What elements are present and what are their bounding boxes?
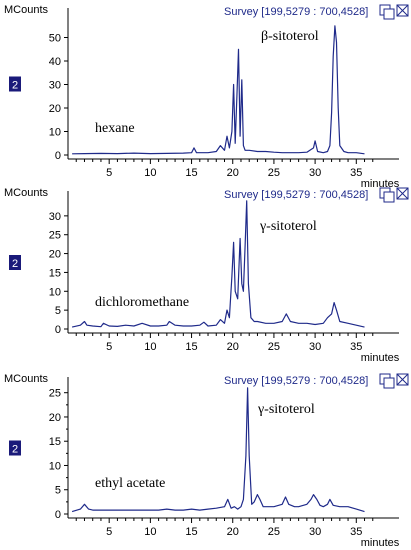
chromatogram-trace — [71, 200, 365, 328]
x-tick-label: 25 — [268, 167, 280, 179]
y-tick-label: 0 — [55, 509, 61, 521]
x-axis-label: minutes — [361, 352, 400, 364]
chromatogram-panel-ethyl-acetate: MCounts Survey [199,5279 : 700,4528] 2 0 5 10… — [0, 367, 411, 550]
y-tick-label: 30 — [49, 80, 61, 92]
x-tick-label: 15 — [185, 167, 197, 179]
x-tick-label: 25 — [268, 341, 280, 353]
peak-annotation: β-sitoterol — [261, 29, 319, 44]
channel-badge-box — [9, 76, 21, 92]
channel-badge-box — [9, 440, 21, 456]
channel-badge-label: 2 — [12, 258, 18, 270]
y-tick-label: 50 — [49, 33, 61, 45]
x-tick-label: 5 — [106, 167, 112, 179]
survey-range-label: Survey [199,5279 : 700,4528] — [224, 6, 368, 18]
zoom-box-icon[interactable] — [379, 4, 395, 20]
zoom-box-inner — [383, 8, 395, 20]
y-tick-label: 5 — [55, 305, 61, 317]
x-tick-label: 10 — [144, 341, 156, 353]
y-tick-label: 40 — [49, 56, 61, 68]
close-box-cross-b — [396, 187, 409, 200]
survey-range-label: Survey [199,5279 : 700,4528] — [224, 375, 368, 387]
y-tick-label: 5 — [55, 485, 61, 497]
y-tick-label: 25 — [49, 230, 61, 242]
x-tick-label: 30 — [309, 526, 321, 538]
close-box-icon[interactable] — [396, 187, 409, 200]
x-axis-label: minutes — [361, 178, 400, 190]
y-axis-label: MCounts — [4, 187, 49, 199]
y-axis-label: MCounts — [4, 373, 49, 385]
zoom-box-inner — [383, 191, 395, 203]
x-tick-label: 35 — [350, 341, 362, 353]
y-tick-label: 25 — [49, 388, 61, 400]
chromatogram-trace — [72, 25, 365, 155]
channel-badge-box — [9, 255, 21, 270]
x-tick-label: 15 — [185, 526, 197, 538]
close-box-cross-b — [396, 4, 409, 17]
x-tick-label: 5 — [106, 341, 112, 353]
y-tick-label: 10 — [49, 127, 61, 139]
x-tick-label: 35 — [350, 167, 362, 179]
x-tick-label: 5 — [106, 526, 112, 538]
zoom-box-inner — [383, 377, 395, 389]
chromatogram-trace — [71, 387, 365, 513]
peak-annotation: γ-sitoterol — [257, 402, 315, 417]
zoom-box-icon[interactable] — [379, 373, 395, 389]
chart-svg-dichloromethane: MCounts Survey [199,5279 : 700,4528]20510… — [4, 187, 409, 364]
y-tick-label: 10 — [49, 460, 61, 472]
solvent-label: ethyl acetate — [95, 476, 165, 491]
y-tick-label: 20 — [49, 249, 61, 261]
solvent-label: hexane — [95, 121, 135, 136]
zoom-box-icon[interactable] — [379, 187, 395, 203]
chart-svg-hexane: MCounts Survey [199,5279 : 700,4528]20102… — [4, 4, 409, 190]
y-tick-label: 10 — [49, 286, 61, 298]
y-axis-label: MCounts — [4, 4, 49, 16]
y-tick-label: 20 — [49, 103, 61, 115]
x-axis-label: minutes — [361, 537, 400, 549]
peak-annotation: γ-sitoterol — [259, 219, 317, 234]
channel-badge-label: 2 — [12, 80, 18, 92]
x-tick-label: 20 — [227, 341, 239, 353]
y-tick-label: 0 — [55, 324, 61, 336]
channel-badge[interactable]: 2 — [9, 440, 21, 456]
x-tick-label: 35 — [350, 526, 362, 538]
x-tick-label: 30 — [309, 167, 321, 179]
y-tick-label: 30 — [49, 211, 61, 223]
survey-range-label: Survey [199,5279 : 700,4528] — [224, 189, 368, 201]
x-tick-label: 25 — [268, 526, 280, 538]
x-tick-label: 20 — [227, 526, 239, 538]
close-box-icon[interactable] — [396, 373, 409, 386]
x-tick-label: 30 — [309, 341, 321, 353]
chromatogram-panel-dichloromethane: MCounts Survey [199,5279 : 700,4528] 2 0 5 10… — [0, 183, 411, 368]
close-box-cross-b — [396, 373, 409, 386]
x-tick-label: 10 — [144, 526, 156, 538]
x-tick-label: 10 — [144, 167, 156, 179]
x-tick-label: 20 — [227, 167, 239, 179]
chart-svg-ethyl-acetate: MCounts Survey [199,5279 : 700,4528]20510… — [4, 373, 409, 549]
y-tick-label: 15 — [49, 436, 61, 448]
channel-badge[interactable]: 2 — [9, 255, 21, 270]
x-tick-label: 15 — [185, 341, 197, 353]
channel-badge[interactable]: 2 — [9, 76, 21, 92]
y-tick-label: 20 — [49, 412, 61, 424]
close-box-icon[interactable] — [396, 4, 409, 17]
solvent-label: dichloromethane — [95, 295, 189, 310]
chromatogram-panel-hexane: MCounts Survey [199,5279 : 700,4528] 2 0 10 2… — [0, 0, 411, 190]
channel-badge-label: 2 — [12, 444, 18, 456]
y-tick-label: 15 — [49, 267, 61, 279]
y-tick-label: 0 — [55, 150, 61, 162]
